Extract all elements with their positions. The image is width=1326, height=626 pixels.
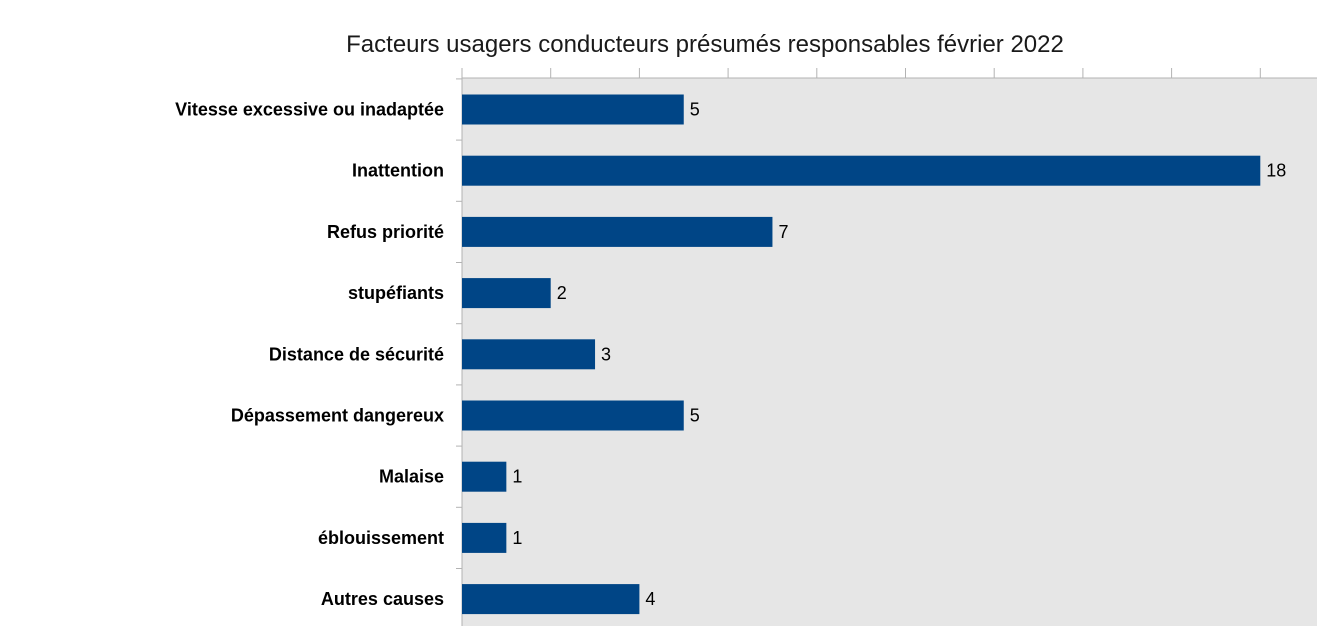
data-label: 3 bbox=[601, 344, 611, 364]
bar bbox=[462, 584, 640, 615]
category-label: Refus priorité bbox=[327, 222, 444, 242]
category-label: éblouissement bbox=[318, 528, 444, 548]
category-label: Vitesse excessive ou inadaptée bbox=[175, 100, 444, 120]
category-label: Inattention bbox=[352, 161, 444, 181]
data-label: 1 bbox=[512, 467, 522, 487]
data-label: 18 bbox=[1266, 161, 1286, 181]
data-label: 1 bbox=[512, 528, 522, 548]
bar bbox=[462, 278, 551, 309]
bar bbox=[462, 339, 596, 370]
bar bbox=[462, 400, 684, 431]
bars bbox=[462, 94, 1261, 615]
value-labels: 5 18 7 2 3 5 1 1 4 bbox=[512, 100, 1286, 610]
category-label: Distance de sécurité bbox=[269, 344, 444, 364]
category-labels: Vitesse excessive ou inadaptée Inattentio… bbox=[175, 100, 444, 610]
bar bbox=[462, 155, 1261, 186]
bar bbox=[462, 461, 507, 492]
category-label: stupéfiants bbox=[348, 283, 444, 303]
bar bbox=[462, 216, 773, 247]
data-label: 4 bbox=[645, 589, 655, 609]
category-label: Malaise bbox=[379, 467, 444, 487]
category-label: Dépassement dangereux bbox=[231, 406, 444, 426]
chart-title: Facteurs usagers conducteurs présumés re… bbox=[346, 31, 1064, 58]
data-label: 7 bbox=[778, 222, 788, 242]
data-label: 5 bbox=[690, 100, 700, 120]
data-label: 2 bbox=[557, 283, 567, 303]
data-label: 5 bbox=[690, 406, 700, 426]
bar bbox=[462, 94, 684, 125]
category-label: Autres causes bbox=[321, 589, 444, 609]
bar bbox=[462, 522, 507, 553]
